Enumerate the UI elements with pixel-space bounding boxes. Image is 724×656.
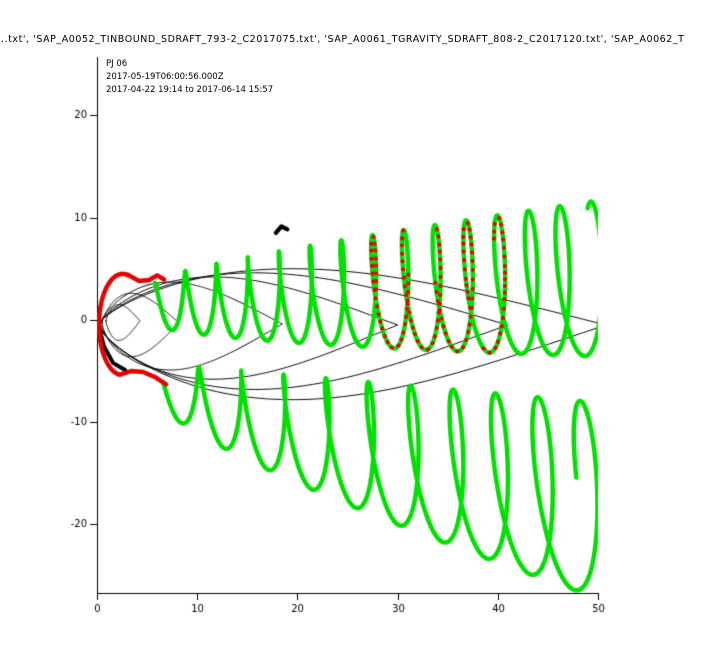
annotation-timerange: 2017-04-22 19:14 to 2017-06-14 15:57 bbox=[106, 85, 274, 95]
annotation-block: PJ 06 2017-05-19T06:00:56.000Z 2017-04-2… bbox=[106, 58, 273, 97]
annotation-perijove: PJ 06 bbox=[106, 59, 128, 69]
figure-title: ..txt', 'SAP_A0052_TINBOUND_SDRAFT_793-2… bbox=[1, 34, 685, 45]
annotation-timestamp: 2017-05-19T06:00:56.000Z bbox=[106, 72, 224, 82]
